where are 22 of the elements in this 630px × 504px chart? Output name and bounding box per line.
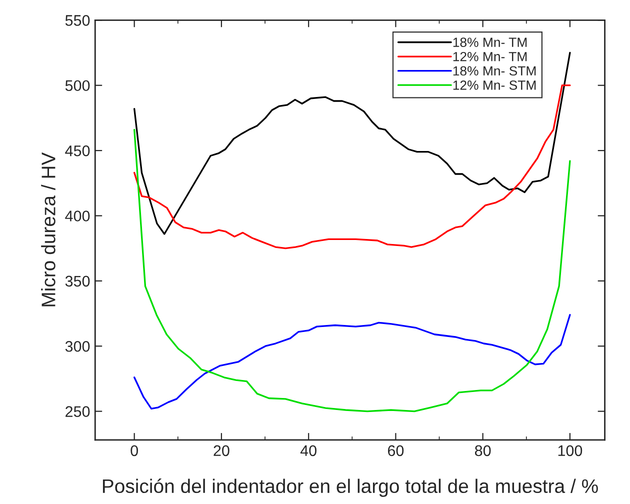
x-tick-label: 60 <box>388 445 404 456</box>
y-tick-label: 500 <box>65 80 90 92</box>
legend-label: 18% Mn- TM <box>453 38 527 48</box>
line-series <box>134 314 571 410</box>
y-tick-label: 550 <box>65 15 90 26</box>
legend-label: 18% Mn- STM <box>453 66 536 76</box>
x-axis-title: Posición del indentador en el largo total de la muestra / % <box>102 478 598 497</box>
y-tick-label: 250 <box>66 406 90 417</box>
x-tick-label: 100 <box>558 445 582 456</box>
x-tick-label: 0 <box>130 445 138 456</box>
y-tick-label: 350 <box>65 276 90 287</box>
line-series <box>134 52 571 235</box>
line-series <box>134 128 571 412</box>
x-tick-label: 20 <box>214 445 230 456</box>
x-tick-label: 80 <box>474 445 491 456</box>
y-tick-label: 400 <box>65 210 90 222</box>
y-axis-title: Micro dureza / HV <box>41 152 56 306</box>
legend-label: 12% Mn- STM <box>453 80 536 90</box>
legend-label: 12% Mn- TM <box>453 52 527 62</box>
y-tick-label: 300 <box>65 340 90 352</box>
x-tick-label: 40 <box>300 445 316 456</box>
y-tick-label: 450 <box>65 145 90 156</box>
